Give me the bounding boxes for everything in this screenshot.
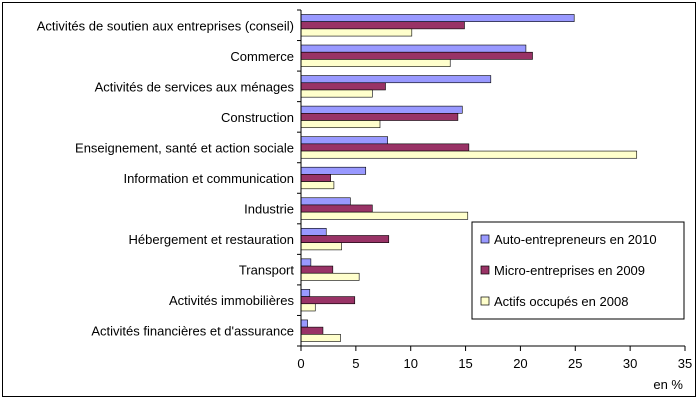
x-tick-label: 0 (297, 356, 304, 371)
bar-series-2 (300, 296, 356, 305)
bar-series-2 (300, 82, 386, 91)
x-axis-unit: en % (653, 377, 683, 392)
bar-series-3 (300, 28, 413, 37)
bar-series-1 (300, 136, 388, 145)
category-label: Construction (221, 110, 294, 125)
bar-series-2 (300, 143, 470, 152)
bar-series-3 (300, 242, 342, 251)
x-tick-label: 30 (623, 356, 637, 371)
bar-series-2 (300, 51, 533, 60)
category-label: Enseignement, santé et action sociale (75, 140, 294, 155)
category-label: Activités financières et d'assurance (91, 324, 294, 339)
bar-series-3 (300, 59, 451, 67)
bar-series-1 (300, 289, 311, 297)
legend-entry: Actifs occupés en 2008 (494, 294, 628, 309)
bar-series-3 (300, 150, 638, 159)
category-label: Activités immobilières (169, 293, 294, 308)
bar-series-1 (300, 166, 367, 175)
x-tick-label: 20 (513, 356, 527, 371)
x-tick-label: 5 (352, 356, 359, 371)
legend-swatch (480, 234, 490, 244)
legend-swatch (480, 265, 490, 275)
bar-series-3 (300, 334, 341, 342)
category-label: Activités de soutien aux entreprises (co… (37, 18, 294, 33)
legend-box (471, 221, 685, 320)
bar-series-1 (300, 105, 463, 114)
bar-series-1 (300, 197, 351, 206)
legend: Auto-entrepreneurs en 2010 Micro-entrepri… (471, 221, 685, 320)
bar-series-3 (300, 272, 360, 281)
bar-series-3 (300, 181, 335, 190)
x-tick-label: 15 (458, 356, 472, 371)
category-label: Transport (239, 263, 295, 278)
legend-swatch (480, 296, 490, 306)
x-tick-label: 35 (678, 356, 692, 371)
bar-series-1 (300, 14, 575, 22)
category-label: Information et communication (123, 171, 294, 186)
bar-series-1 (300, 319, 308, 328)
category-label: Hébergement et restauration (129, 232, 294, 247)
legend-entry: Micro-entreprises en 2009 (494, 263, 645, 278)
x-tick-label: 10 (403, 356, 417, 371)
bar-series-3 (300, 120, 381, 129)
category-label: Commerce (230, 49, 294, 64)
x-tick-label: 25 (568, 356, 582, 371)
bar-series-2 (300, 21, 465, 30)
bar-series-2 (300, 204, 373, 213)
bar-series-3 (300, 211, 469, 220)
bar-series-2 (300, 326, 324, 335)
legend-entry: Auto-entrepreneurs en 2010 (494, 232, 657, 247)
bar-series-2 (300, 174, 331, 182)
category-label: Activités de services aux ménages (95, 79, 295, 94)
bar-series-3 (300, 89, 373, 98)
bar-series-1 (300, 258, 312, 267)
category-label: Industrie (244, 202, 294, 217)
bar-series-1 (300, 44, 527, 53)
bar-series-3 (300, 303, 316, 312)
bar-series-2 (300, 235, 390, 243)
bar-series-2 (300, 113, 459, 121)
bar-series-1 (300, 75, 492, 84)
bar-series-1 (300, 227, 327, 236)
bar-series-2 (300, 265, 334, 274)
